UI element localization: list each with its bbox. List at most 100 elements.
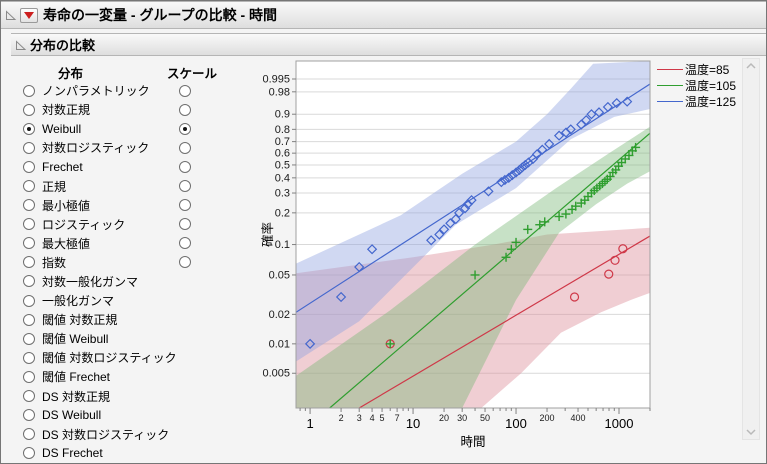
scale-radio[interactable] [179, 141, 191, 154]
legend-line-swatch [657, 68, 683, 70]
distribution-label: 正規 [42, 179, 67, 194]
scroll-down-icon[interactable] [746, 428, 756, 436]
distribution-radio[interactable] [23, 370, 35, 383]
svg-text:5: 5 [380, 413, 385, 423]
distribution-radio[interactable] [23, 237, 35, 250]
distribution-radio[interactable] [23, 332, 35, 345]
distribution-radio[interactable] [23, 409, 35, 422]
legend-line-swatch [657, 84, 683, 86]
distribution-option-row[interactable]: 一般化ガンマ [23, 291, 198, 310]
svg-text:4: 4 [370, 413, 375, 423]
distribution-radio[interactable] [23, 390, 35, 403]
svg-text:0.3: 0.3 [275, 188, 290, 200]
distribution-radio[interactable] [23, 122, 35, 135]
distribution-radio[interactable] [23, 218, 35, 231]
distribution-option-row[interactable]: 閾値 Frechet [23, 367, 198, 386]
report-title-bar[interactable]: 寿命の一変量 - グループの比較 - 時間 [1, 1, 766, 29]
page-title: 寿命の一変量 - グループの比較 - 時間 [43, 7, 278, 23]
distribution-option-row[interactable]: 閾値 Weibull [23, 329, 198, 348]
svg-text:0.8: 0.8 [275, 124, 290, 136]
distribution-option-row[interactable]: 正規 [23, 176, 198, 195]
distribution-column-header: 分布 [58, 67, 84, 81]
distribution-option-row[interactable]: 対数ロジスティック [23, 138, 198, 157]
red-triangle-icon [24, 12, 34, 24]
svg-text:100: 100 [505, 416, 527, 431]
distribution-radio[interactable] [23, 199, 35, 212]
scale-radio-cell [172, 103, 198, 116]
distribution-option-row[interactable]: 最大極値 [23, 234, 198, 253]
chart-legend: 温度=85 温度=105 温度=125 [657, 61, 736, 109]
distribution-option-row[interactable]: DS Weibull [23, 406, 198, 425]
scale-radio[interactable] [179, 218, 191, 231]
scale-radio-cell [172, 199, 198, 212]
section-title: 分布の比較 [30, 38, 96, 53]
svg-text:0.05: 0.05 [269, 269, 290, 281]
distribution-option-row[interactable]: DS Frechet [23, 444, 198, 463]
distribution-label: Weibull [42, 121, 82, 136]
distribution-option-row[interactable]: 閾値 対数正規 [23, 310, 198, 329]
scale-radio[interactable] [179, 180, 191, 193]
distribution-radio[interactable] [23, 313, 35, 326]
section-title-bar[interactable]: 分布の比較 [11, 33, 766, 56]
distribution-option-row[interactable]: Frechet [23, 157, 198, 176]
distribution-option-row[interactable]: Weibull [23, 119, 198, 138]
scale-radio[interactable] [179, 199, 191, 212]
svg-text:0.2: 0.2 [275, 207, 290, 219]
distribution-option-row[interactable]: ロジスティック [23, 215, 198, 234]
scroll-up-icon[interactable] [746, 62, 756, 70]
scale-radio[interactable] [179, 122, 191, 135]
distribution-label: 一般化ガンマ [42, 294, 115, 309]
disclosure-triangle-icon[interactable] [5, 9, 17, 21]
distribution-radio[interactable] [23, 180, 35, 193]
distribution-label: 閾値 Frechet [42, 370, 111, 385]
distribution-radio[interactable] [23, 84, 35, 97]
distribution-label: 最小極値 [42, 198, 91, 213]
scale-radio[interactable] [179, 103, 191, 116]
distribution-label: DS 対数ロジスティック [42, 427, 170, 442]
legend-label: 温度=125 [685, 94, 737, 109]
svg-text:0.01: 0.01 [269, 338, 290, 350]
svg-text:200: 200 [540, 413, 555, 423]
scale-radio[interactable] [179, 84, 191, 97]
svg-text:0.98: 0.98 [269, 86, 290, 98]
svg-text:0.6: 0.6 [275, 148, 290, 160]
distribution-radio[interactable] [23, 103, 35, 116]
distribution-option-row[interactable]: DS 対数正規 [23, 387, 198, 406]
distribution-label: Frechet [42, 159, 83, 174]
distribution-option-row[interactable]: 最小極値 [23, 196, 198, 215]
distribution-label: ノンパラメトリック [42, 84, 150, 99]
disclosure-triangle-icon[interactable] [15, 39, 27, 51]
distribution-option-row[interactable]: 対数正規 [23, 100, 198, 119]
scale-radio-cell [172, 122, 198, 135]
distribution-radio[interactable] [23, 256, 35, 269]
distribution-option-row[interactable]: ノンパラメトリック [23, 81, 198, 100]
scale-radio-cell [172, 84, 198, 97]
scale-radio-cell [172, 237, 198, 250]
svg-text:10: 10 [406, 416, 420, 431]
distribution-radio[interactable] [23, 351, 35, 364]
distribution-radio[interactable] [23, 275, 35, 288]
distribution-radio[interactable] [23, 428, 35, 441]
distribution-radio[interactable] [23, 160, 35, 173]
distribution-radio[interactable] [23, 447, 35, 460]
scale-radio-cell [172, 141, 198, 154]
red-triangle-menu-button[interactable] [20, 7, 38, 24]
vertical-scrollbar[interactable] [742, 58, 760, 440]
scale-radio-cell [172, 180, 198, 193]
scale-radio[interactable] [179, 160, 191, 173]
distribution-option-row[interactable]: 対数一般化ガンマ [23, 272, 198, 291]
legend-entry: 温度=85 [657, 61, 736, 77]
scale-radio[interactable] [179, 237, 191, 250]
svg-text:0.5: 0.5 [275, 159, 290, 171]
distribution-label: DS Frechet [42, 446, 103, 461]
distribution-radio[interactable] [23, 141, 35, 154]
svg-text:1: 1 [306, 416, 313, 431]
distribution-option-row[interactable]: DS 対数ロジスティック [23, 425, 198, 444]
distribution-option-row[interactable]: 指数 [23, 253, 198, 272]
scale-radio[interactable] [179, 256, 191, 269]
distribution-radio[interactable] [23, 294, 35, 307]
distribution-label: 指数 [42, 255, 67, 270]
distribution-option-row[interactable]: 閾値 対数ロジスティック [23, 348, 198, 367]
